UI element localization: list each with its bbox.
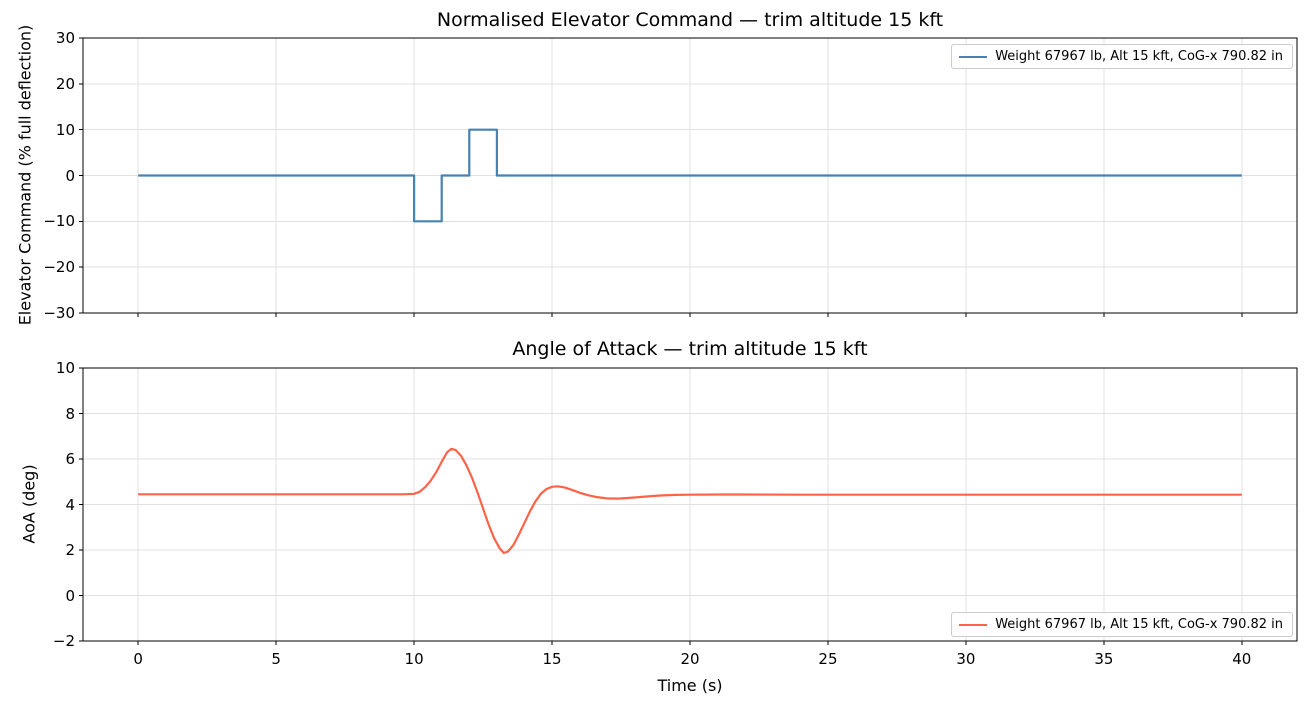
- aoa-legend-label: Weight 67967 lb, Alt 15 kft, CoG-x 790.8…: [995, 617, 1283, 632]
- legend-line-swatch: [959, 55, 988, 58]
- y-tick-label: 8: [65, 404, 75, 423]
- y-tick-label: 30: [55, 29, 75, 47]
- y-tick-label: 20: [55, 74, 75, 93]
- x-tick-label: 5: [271, 650, 281, 668]
- x-tick-label: 25: [818, 650, 838, 668]
- aoa-legend: Weight 67967 lb, Alt 15 kft, CoG-x 790.8…: [951, 612, 1293, 637]
- y-tick-label: −30: [43, 304, 75, 322]
- y-tick-label: −10: [43, 212, 75, 231]
- aoa-series-line: [138, 447, 1242, 555]
- y-tick-label: 10: [55, 120, 75, 139]
- x-tick-label: 30: [956, 650, 976, 668]
- y-tick-label: 2: [65, 541, 75, 559]
- y-tick-label: 0: [65, 166, 75, 185]
- elevator-series-line: [138, 128, 1242, 223]
- y-tick-label: 4: [65, 495, 75, 514]
- x-tick-label: 0: [133, 650, 143, 668]
- x-tick-label: 10: [404, 650, 424, 668]
- aoa-y-axis-label: AoA (deg): [19, 464, 39, 544]
- x-axis-label: Time (s): [657, 676, 723, 695]
- x-tick-label: 35: [1094, 650, 1114, 668]
- elevator-y-axis-label: Elevator Command (% full deflection): [15, 24, 35, 326]
- y-tick-label: 10: [55, 359, 75, 377]
- elevator-legend: Weight 67967 lb, Alt 15 kft, CoG-x 790.8…: [951, 44, 1293, 69]
- legend-line-swatch: [959, 623, 988, 626]
- aoa-chart-title: Angle of Attack — trim altitude 15 kft: [512, 338, 868, 360]
- elevator-legend-label: Weight 67967 lb, Alt 15 kft, CoG-x 790.8…: [995, 49, 1283, 64]
- x-tick-label: 40: [1232, 650, 1252, 668]
- y-tick-label: −2: [52, 632, 75, 650]
- x-tick-label: 20: [680, 650, 700, 668]
- y-tick-label: 6: [65, 450, 75, 468]
- y-tick-label: −20: [43, 258, 75, 277]
- elevator-chart-title: Normalised Elevator Command — trim altit…: [436, 9, 944, 31]
- x-tick-label: 15: [542, 650, 562, 668]
- y-tick-label: 0: [65, 586, 75, 605]
